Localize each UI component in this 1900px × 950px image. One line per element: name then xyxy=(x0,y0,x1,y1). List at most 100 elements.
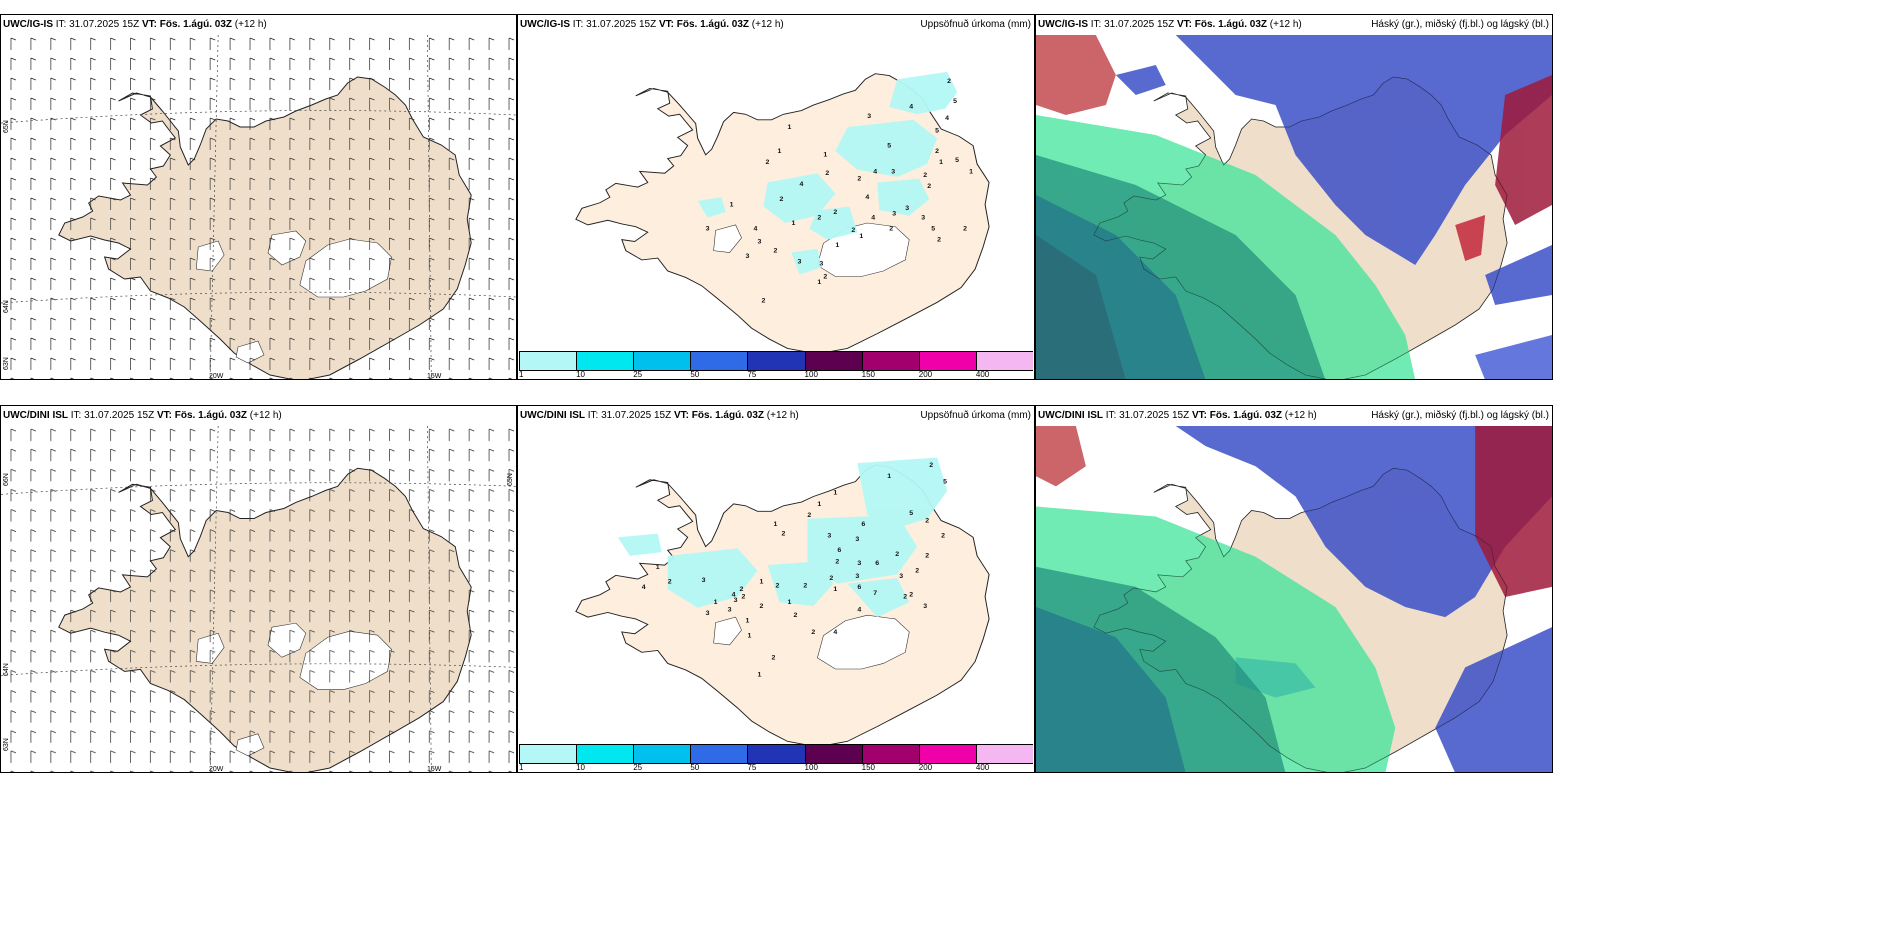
lat-label: 64N xyxy=(3,663,10,676)
lead-time: (+12 h) xyxy=(249,410,282,421)
legend-swatch xyxy=(918,745,976,763)
precip-value-label: 2 xyxy=(833,209,837,216)
panel-ig-clouds: UWC/IG-IS IT: 31.07.2025 15Z VT: Fös. 1.… xyxy=(1035,14,1553,380)
vt-label: VT: xyxy=(658,19,674,30)
legend-tick-label: 150 xyxy=(861,370,876,379)
precip-value-label: 2 xyxy=(772,655,776,662)
precip-value-label: 2 xyxy=(947,78,951,85)
it-label: IT: xyxy=(55,19,67,30)
precip-value-label: 7 xyxy=(873,590,877,597)
precip-value-label: 5 xyxy=(909,510,913,517)
legend-tick-label: 75 xyxy=(747,763,757,772)
valid-time: Fös. 1.ágú. 03Z xyxy=(159,19,232,30)
mid-cloud-layer xyxy=(1115,35,1552,379)
wind-map xyxy=(1,426,516,772)
vt-label: VT: xyxy=(1176,19,1192,30)
precip-value-label: 2 xyxy=(762,298,766,305)
precip-value-label: 3 xyxy=(892,211,896,218)
lat-label: 66N xyxy=(3,473,10,486)
vt-label: VT: xyxy=(141,19,157,30)
precip-value-label: 1 xyxy=(787,124,791,131)
field-title: Uppsöfnuð úrkoma (mm) xyxy=(920,19,1031,30)
precip-value-label: 2 xyxy=(903,594,907,601)
it-label: IT: xyxy=(1105,410,1117,421)
legend-swatch xyxy=(975,352,1033,370)
legend-swatch xyxy=(747,745,805,763)
legend-tick-label: 100 xyxy=(804,370,818,379)
init-time: 31.07.2025 15Z xyxy=(601,410,672,421)
lead-time: (+12 h) xyxy=(751,19,784,30)
precip-value-label: 1 xyxy=(748,633,752,640)
precip-value-label: 1 xyxy=(774,521,778,528)
precip-value-label: 2 xyxy=(776,583,780,590)
panel-header: UWC/IG-IS IT: 31.07.2025 15Z VT: Fös. 1.… xyxy=(1036,15,1552,35)
precip-value-label: 4 xyxy=(945,115,949,122)
high-cloud-green-band xyxy=(1036,115,1416,379)
precip-value-label: 2 xyxy=(915,568,919,575)
precip-value-label: 3 xyxy=(706,226,710,233)
lat-label: 65N xyxy=(3,120,10,133)
precip-value-label: 2 xyxy=(742,594,746,601)
precip-value-label: 2 xyxy=(927,183,931,190)
precip-value-label: 4 xyxy=(754,226,758,233)
precip-value-label: 4 xyxy=(732,592,736,599)
init-time: 31.07.2025 15Z xyxy=(1119,410,1190,421)
precip-value-label: 2 xyxy=(829,575,833,582)
it-label: IT: xyxy=(587,410,599,421)
panel-dini-precip: UWC/DINI ISL IT: 31.07.2025 15Z VT: Fös.… xyxy=(517,405,1035,773)
precip-value-label: 2 xyxy=(793,612,797,619)
lead-time: (+12 h) xyxy=(1284,410,1317,421)
field-title: Háský (gr.), miðský (fj.bl.) og lágský (… xyxy=(1371,19,1549,30)
precip-value-label: 3 xyxy=(905,205,909,212)
cloud-map xyxy=(1036,426,1552,772)
valid-time: Fös. 1.ágú. 03Z xyxy=(676,19,749,30)
precip-value-label: 1 xyxy=(656,564,660,571)
precip-value-label: 6 xyxy=(837,547,841,554)
lon-label: 15W xyxy=(427,766,442,773)
precip-value-label: 5 xyxy=(935,128,939,135)
legend-tick-label: 50 xyxy=(690,763,700,772)
precip-value-label: 5 xyxy=(931,226,935,233)
precip-value-label: 1 xyxy=(833,490,837,497)
precip-value-label: 1 xyxy=(835,242,839,249)
precip-value-label: 5 xyxy=(887,143,891,150)
precip-value-label: 3 xyxy=(819,261,823,268)
init-time: 31.07.2025 15Z xyxy=(1104,19,1175,30)
graticule xyxy=(1,426,516,772)
precip-value-label: 2 xyxy=(766,159,770,166)
legend-swatch xyxy=(690,745,748,763)
precip-value-label: 2 xyxy=(851,227,855,234)
precip-value-label: 2 xyxy=(941,532,945,539)
precip-value-label: 3 xyxy=(728,607,732,614)
precip-areas xyxy=(617,457,948,618)
valid-time: Fös. 1.ágú. 03Z xyxy=(691,410,764,421)
model-name: UWC/IG-IS xyxy=(520,19,570,30)
valid-time: Fös. 1.ágú. 03Z xyxy=(1209,410,1282,421)
precip-value-label: 2 xyxy=(923,172,927,179)
precip-value-label: 1 xyxy=(777,148,781,155)
lat-label: 63N xyxy=(3,357,10,370)
legend-swatch xyxy=(519,352,577,370)
init-time: 31.07.2025 15Z xyxy=(586,19,657,30)
high-cloud-red xyxy=(1036,426,1552,597)
precip-value-label: 1 xyxy=(760,579,764,586)
legend-tick-label: 400 xyxy=(975,763,990,772)
precip-value-label: 2 xyxy=(807,512,811,519)
legend-swatch xyxy=(633,352,691,370)
lead-time: (+12 h) xyxy=(1269,19,1302,30)
legend-swatch xyxy=(519,745,577,763)
precip-value-label: 3 xyxy=(867,113,871,120)
precip-value-label: 1 xyxy=(833,586,837,593)
lon-label: 20W xyxy=(209,766,224,773)
legend-tick-label: 50 xyxy=(690,370,700,379)
legend-tick-label: 200 xyxy=(918,763,933,772)
precip-value-label: 4 xyxy=(871,215,875,222)
legend-swatch xyxy=(690,352,748,370)
precip-value-label: 1 xyxy=(887,473,891,480)
it-label: IT: xyxy=(1090,19,1102,30)
panel-dini-clouds: UWC/DINI ISL IT: 31.07.2025 15Z VT: Fös.… xyxy=(1035,405,1553,773)
legend-swatch xyxy=(861,745,919,763)
legend-swatch xyxy=(804,745,862,763)
